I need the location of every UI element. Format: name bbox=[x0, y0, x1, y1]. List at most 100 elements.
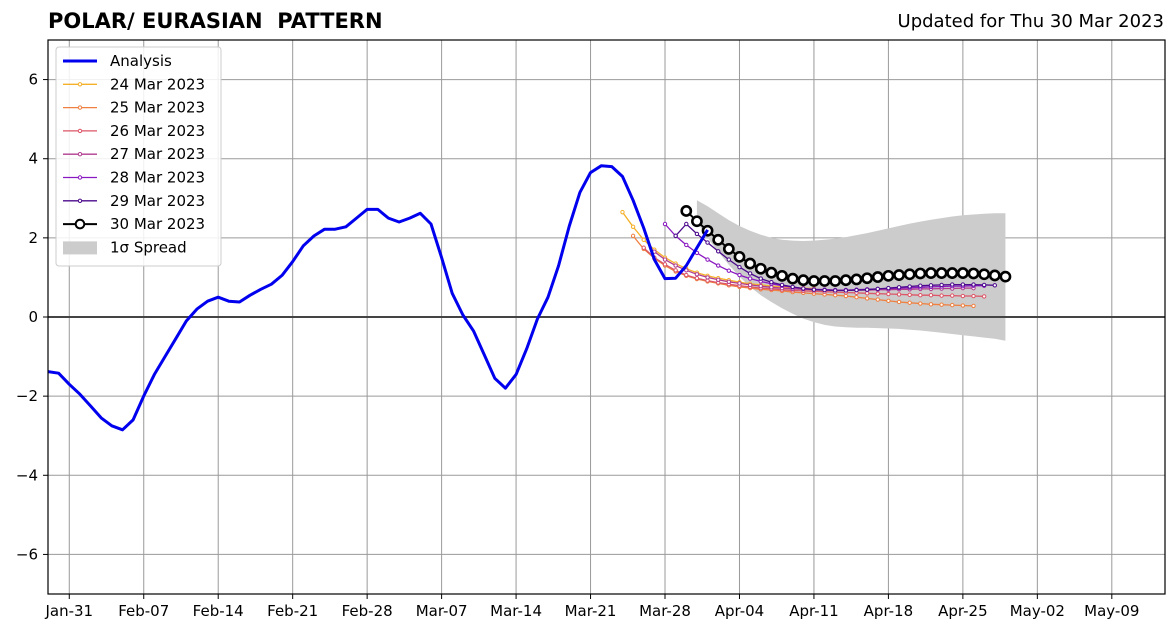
series-point-1-27 bbox=[918, 301, 923, 306]
x-tick-label-4: Feb-28 bbox=[342, 602, 393, 620]
series-point-5-25 bbox=[939, 282, 944, 288]
series-point-5-24 bbox=[928, 283, 934, 288]
series-point-4-5 bbox=[716, 263, 721, 268]
series-point-3-11 bbox=[769, 285, 774, 290]
series-point-1-21 bbox=[854, 295, 859, 300]
series-point-5-5 bbox=[726, 257, 732, 262]
series-point-1-28 bbox=[928, 302, 934, 307]
series-point-5-23 bbox=[918, 283, 923, 288]
series-point-6-30 bbox=[999, 270, 1012, 283]
series-point-2-28 bbox=[939, 293, 944, 298]
series-point-5-14 bbox=[822, 287, 827, 293]
y-tick-label-0: −6 bbox=[16, 545, 38, 563]
series-point-6-7 bbox=[754, 262, 767, 275]
spread-band bbox=[696, 200, 1006, 341]
y-tick-label-5: 4 bbox=[28, 150, 38, 168]
y-tick-label-2: −2 bbox=[16, 387, 38, 405]
series-point-5-9 bbox=[769, 279, 774, 285]
series-point-5-19 bbox=[875, 286, 880, 292]
series-point-5-4 bbox=[716, 249, 721, 254]
series-point-5-3 bbox=[705, 240, 710, 245]
series-point-6-22 bbox=[914, 267, 927, 280]
series-point-5-1 bbox=[684, 221, 689, 227]
y-tick-label-1: −4 bbox=[16, 466, 38, 484]
series-point-6-20 bbox=[893, 269, 905, 281]
series-point-0-0 bbox=[620, 209, 625, 215]
legend-box bbox=[55, 46, 222, 267]
series-point-1-29 bbox=[939, 302, 944, 307]
legend-label-2: 25 Mar 2023 bbox=[110, 99, 205, 117]
series-point-6-1 bbox=[691, 215, 703, 228]
series-point-4-8 bbox=[747, 276, 753, 281]
series-point-6-24 bbox=[935, 267, 948, 279]
series-point-5-29 bbox=[981, 282, 987, 288]
series-point-5-15 bbox=[833, 288, 838, 293]
legend-label-4: 27 Mar 2023 bbox=[110, 145, 205, 163]
series-point-3-6 bbox=[716, 277, 721, 283]
series-point-2-29 bbox=[950, 293, 955, 298]
legend-marker-6 bbox=[77, 198, 83, 204]
axes-frame bbox=[43, 39, 1166, 599]
series-point-2-25 bbox=[907, 292, 912, 298]
series-point-2-30 bbox=[960, 293, 966, 299]
series-point-5-13 bbox=[811, 287, 817, 292]
series-point-2-26 bbox=[918, 293, 923, 298]
x-tick-label-3: Feb-21 bbox=[267, 602, 318, 620]
series-point-6-19 bbox=[882, 269, 895, 282]
legend-marker-2 bbox=[77, 105, 83, 110]
legend-label-3: 26 Mar 2023 bbox=[110, 122, 205, 140]
series-point-6-25 bbox=[946, 267, 959, 279]
series-point-5-12 bbox=[801, 286, 806, 291]
x-tick-label-2: Feb-14 bbox=[193, 602, 244, 620]
series-point-3-7 bbox=[726, 279, 732, 284]
series-point-5-16 bbox=[843, 288, 849, 293]
series-point-2-31 bbox=[971, 293, 976, 299]
legend-marker-1 bbox=[77, 82, 83, 87]
series-point-2-32 bbox=[981, 294, 987, 299]
series-point-6-0 bbox=[680, 205, 693, 217]
chart-title: POLAR/ EURASIAN PATTERN bbox=[48, 9, 383, 33]
series-point-5-27 bbox=[960, 282, 966, 287]
series-point-1-31 bbox=[960, 303, 966, 308]
series-point-5-7 bbox=[747, 271, 753, 276]
legend-marker-4 bbox=[77, 152, 83, 157]
series-point-6-10 bbox=[786, 272, 799, 285]
series-point-6-27 bbox=[967, 267, 980, 280]
series-point-0-2 bbox=[641, 237, 646, 243]
legend-label-8: 1σ Spread bbox=[110, 238, 187, 256]
legend-marker-5 bbox=[77, 175, 83, 180]
x-tick-label-6: Mar-14 bbox=[490, 602, 542, 620]
series-point-6-13 bbox=[818, 275, 831, 287]
series-point-5-2 bbox=[694, 231, 700, 237]
series-point-6-5 bbox=[733, 250, 746, 263]
series-point-2-5 bbox=[694, 276, 700, 281]
series-point-5-11 bbox=[790, 284, 795, 290]
series-point-5-6 bbox=[737, 264, 742, 270]
series-point-4-4 bbox=[705, 257, 710, 262]
series-point-6-23 bbox=[925, 267, 937, 279]
x-tick-label-7: Mar-21 bbox=[565, 602, 617, 620]
legend-label-5: 28 Mar 2023 bbox=[110, 169, 205, 187]
series-point-6-15 bbox=[839, 274, 852, 287]
series-point-1-26 bbox=[907, 300, 912, 305]
series-point-6-3 bbox=[712, 233, 725, 246]
x-tick-label-1: Feb-07 bbox=[118, 602, 169, 620]
series-point-6-4 bbox=[722, 243, 735, 255]
series-point-4-7 bbox=[737, 272, 742, 278]
x-tick-label-11: Apr-18 bbox=[864, 602, 914, 620]
series-point-6-17 bbox=[861, 272, 874, 285]
series-point-2-4 bbox=[684, 272, 689, 278]
legend-marker-7 bbox=[74, 218, 86, 230]
series-lines bbox=[620, 205, 1012, 309]
series-point-2-27 bbox=[928, 293, 934, 298]
series-point-5-21 bbox=[896, 285, 902, 290]
x-tick-label-9: Apr-04 bbox=[715, 602, 765, 620]
legend-label-6: 29 Mar 2023 bbox=[110, 192, 205, 210]
x-tick-label-8: Mar-28 bbox=[639, 602, 691, 620]
series-point-2-3 bbox=[673, 268, 678, 273]
updated-label: Updated for Thu 30 Mar 2023 bbox=[897, 11, 1164, 32]
series-point-4-2 bbox=[684, 242, 689, 248]
series-point-4-6 bbox=[726, 268, 732, 273]
series-point-1-0 bbox=[630, 233, 636, 239]
